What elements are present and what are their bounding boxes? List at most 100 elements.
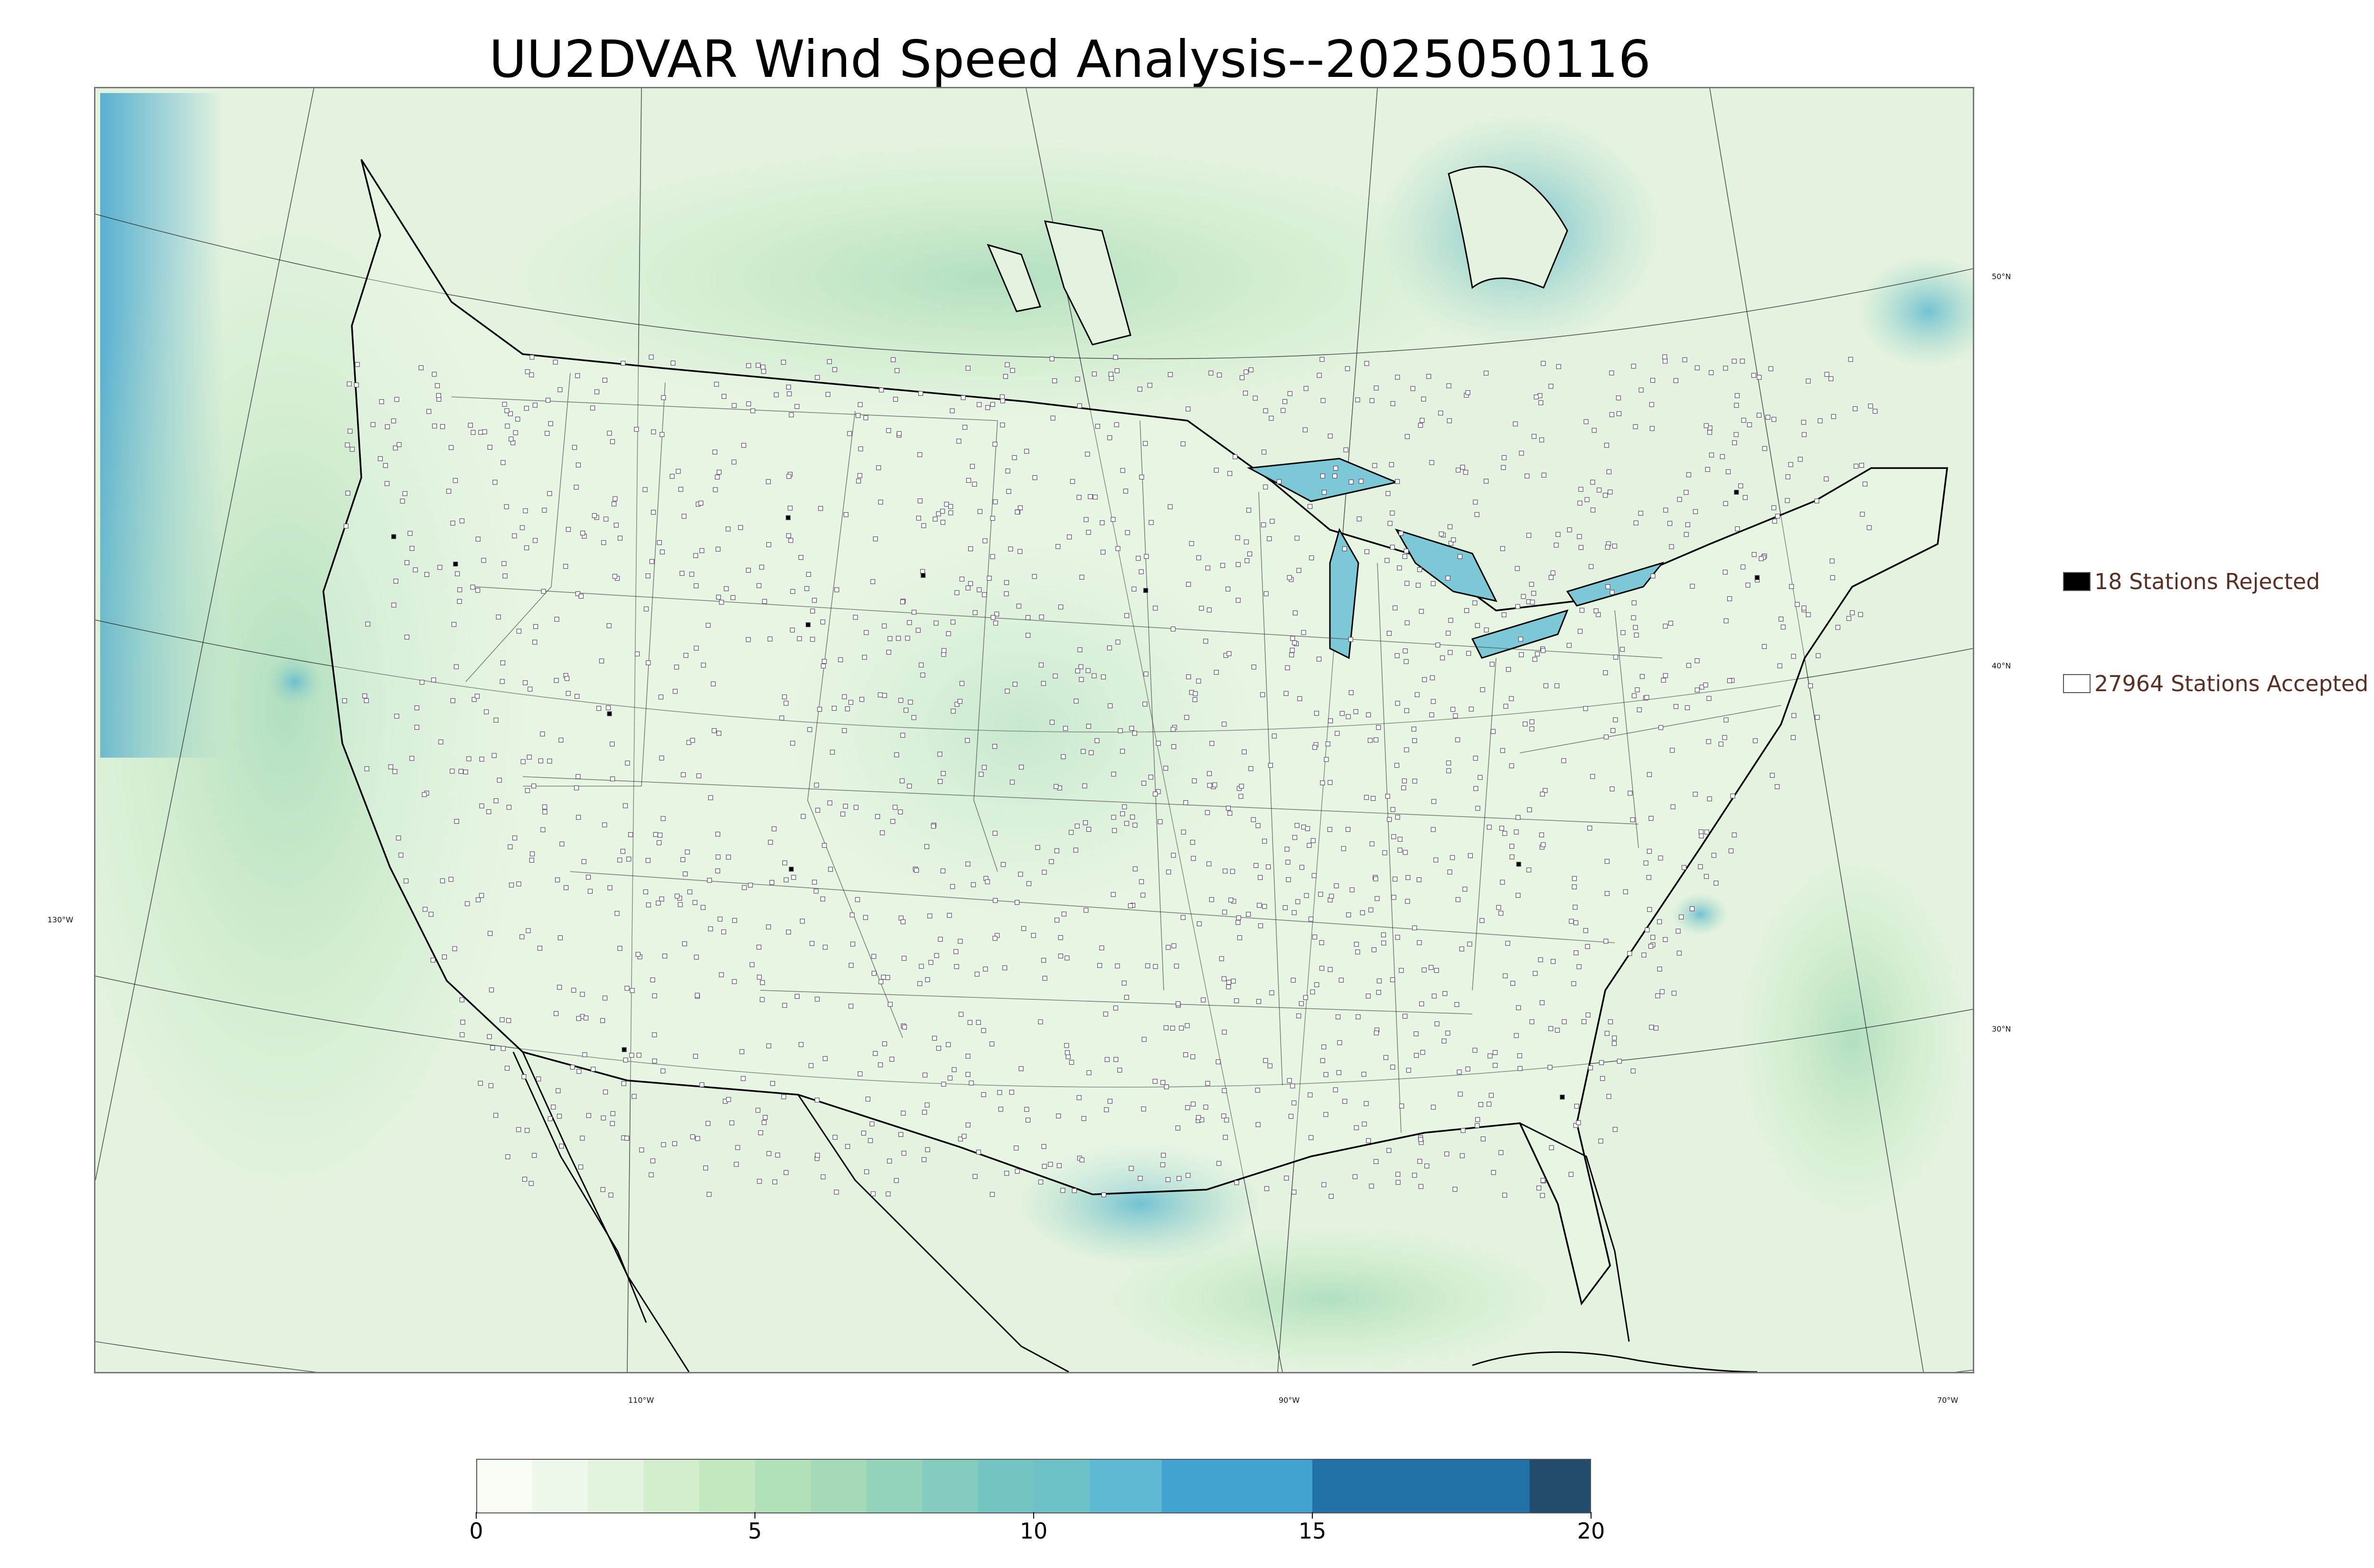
station-accepted-marker bbox=[617, 535, 623, 541]
station-accepted-marker bbox=[715, 831, 720, 837]
station-accepted-marker bbox=[1297, 696, 1302, 701]
station-accepted-marker bbox=[758, 1130, 763, 1136]
station-accepted-marker bbox=[845, 1144, 850, 1149]
station-accepted-marker bbox=[1328, 967, 1333, 972]
lat-label-30n: 30°N bbox=[1992, 1024, 2011, 1033]
station-accepted-marker bbox=[782, 1003, 787, 1008]
station-accepted-marker bbox=[1657, 967, 1662, 972]
station-accepted-marker bbox=[1410, 386, 1415, 391]
station-accepted-marker bbox=[972, 610, 978, 615]
station-accepted-marker bbox=[855, 897, 860, 902]
station-accepted-marker bbox=[424, 572, 430, 577]
station-accepted-marker bbox=[1041, 1144, 1046, 1149]
station-accepted-marker bbox=[1168, 372, 1173, 377]
station-accepted-marker bbox=[936, 511, 941, 516]
station-accepted-marker bbox=[1397, 847, 1403, 853]
station-accepted-marker bbox=[941, 771, 946, 776]
station-accepted-marker bbox=[1777, 663, 1782, 668]
station-accepted-marker bbox=[574, 485, 579, 490]
station-accepted-marker bbox=[769, 880, 774, 885]
station-accepted-marker bbox=[693, 1053, 698, 1059]
station-accepted-marker bbox=[487, 444, 493, 450]
station-accepted-marker bbox=[1291, 1100, 1297, 1106]
station-accepted-marker bbox=[992, 831, 998, 836]
station-accepted-marker bbox=[557, 935, 563, 940]
station-accepted-marker bbox=[783, 701, 789, 706]
station-accepted-marker bbox=[1077, 647, 1083, 652]
station-accepted-marker bbox=[1647, 907, 1652, 912]
station-accepted-marker bbox=[516, 1127, 521, 1132]
station-accepted-marker bbox=[698, 500, 704, 506]
station-accepted-marker bbox=[1631, 693, 1637, 698]
station-accepted-marker bbox=[603, 1089, 608, 1095]
station-accepted-marker bbox=[1637, 707, 1642, 713]
station-accepted-marker bbox=[1065, 955, 1070, 961]
station-accepted-marker bbox=[1424, 1164, 1430, 1169]
station-accepted-marker bbox=[450, 520, 455, 526]
station-accepted-marker bbox=[1263, 591, 1269, 596]
station-accepted-marker bbox=[1549, 1145, 1554, 1150]
station-accepted-marker bbox=[1415, 582, 1421, 588]
station-accepted-marker bbox=[1238, 794, 1244, 799]
station-accepted-marker bbox=[1540, 1193, 1545, 1198]
station-accepted-marker bbox=[917, 981, 923, 986]
station-accepted-marker bbox=[1209, 897, 1214, 902]
station-accepted-marker bbox=[1107, 645, 1112, 651]
colorbar-bin-8 bbox=[922, 1459, 979, 1513]
station-accepted-marker bbox=[1412, 779, 1417, 784]
station-accepted-marker bbox=[1111, 516, 1116, 522]
station-accepted-marker bbox=[1429, 460, 1434, 465]
station-accepted-marker bbox=[557, 985, 562, 990]
station-accepted-marker bbox=[1682, 357, 1687, 363]
atlantic-wind-spot bbox=[1672, 893, 1729, 936]
station-accepted-marker bbox=[1446, 630, 1451, 636]
station-accepted-marker bbox=[605, 705, 611, 711]
station-accepted-marker bbox=[1323, 1112, 1328, 1117]
station-accepted-marker bbox=[894, 752, 899, 758]
station-accepted-marker bbox=[773, 392, 779, 397]
station-accepted-marker bbox=[1404, 747, 1409, 752]
station-accepted-marker bbox=[925, 977, 930, 982]
station-accepted-marker bbox=[1605, 584, 1611, 590]
station-accepted-marker bbox=[475, 536, 481, 542]
station-accepted-marker bbox=[659, 755, 664, 761]
station-accepted-marker bbox=[1695, 365, 1700, 371]
station-accepted-marker bbox=[545, 431, 550, 436]
station-accepted-marker bbox=[1647, 849, 1652, 854]
station-accepted-marker bbox=[1072, 1188, 1077, 1193]
station-accepted-marker bbox=[693, 553, 698, 558]
station-accepted-marker bbox=[1386, 630, 1392, 636]
station-accepted-marker bbox=[1500, 748, 1505, 753]
station-accepted-marker bbox=[1131, 586, 1137, 592]
station-accepted-marker bbox=[624, 1136, 630, 1141]
station-accepted-marker bbox=[842, 728, 847, 733]
station-accepted-marker bbox=[1650, 935, 1656, 940]
station-accepted-marker bbox=[1282, 905, 1288, 911]
station-accepted-marker bbox=[1567, 527, 1572, 533]
station-accepted-marker bbox=[643, 606, 649, 611]
station-accepted-marker bbox=[613, 523, 619, 528]
station-accepted-marker bbox=[1434, 967, 1439, 973]
station-accepted-marker bbox=[1005, 362, 1010, 367]
station-accepted-marker bbox=[1593, 608, 1599, 613]
wind-speed-map[interactable] bbox=[94, 87, 1974, 1373]
station-accepted-marker bbox=[1738, 483, 1743, 488]
station-accepted-marker bbox=[1431, 699, 1436, 704]
station-accepted-marker bbox=[1649, 402, 1654, 407]
station-accepted-marker bbox=[946, 631, 951, 637]
station-accepted-marker bbox=[959, 681, 965, 686]
station-accepted-marker bbox=[1404, 620, 1410, 626]
station-accepted-marker bbox=[448, 877, 454, 882]
station-accepted-marker bbox=[548, 421, 553, 426]
station-accepted-marker bbox=[1735, 526, 1740, 532]
station-accepted-marker bbox=[879, 387, 884, 393]
station-accepted-marker bbox=[757, 1179, 762, 1184]
station-accepted-marker bbox=[500, 460, 506, 465]
station-accepted-marker bbox=[1492, 1050, 1498, 1055]
station-accepted-marker bbox=[1698, 829, 1704, 835]
station-accepted-marker bbox=[1801, 605, 1807, 610]
station-accepted-marker bbox=[1296, 1013, 1301, 1019]
station-accepted-marker bbox=[775, 1153, 781, 1158]
station-accepted-marker bbox=[934, 953, 939, 958]
station-accepted-marker bbox=[1074, 823, 1080, 829]
